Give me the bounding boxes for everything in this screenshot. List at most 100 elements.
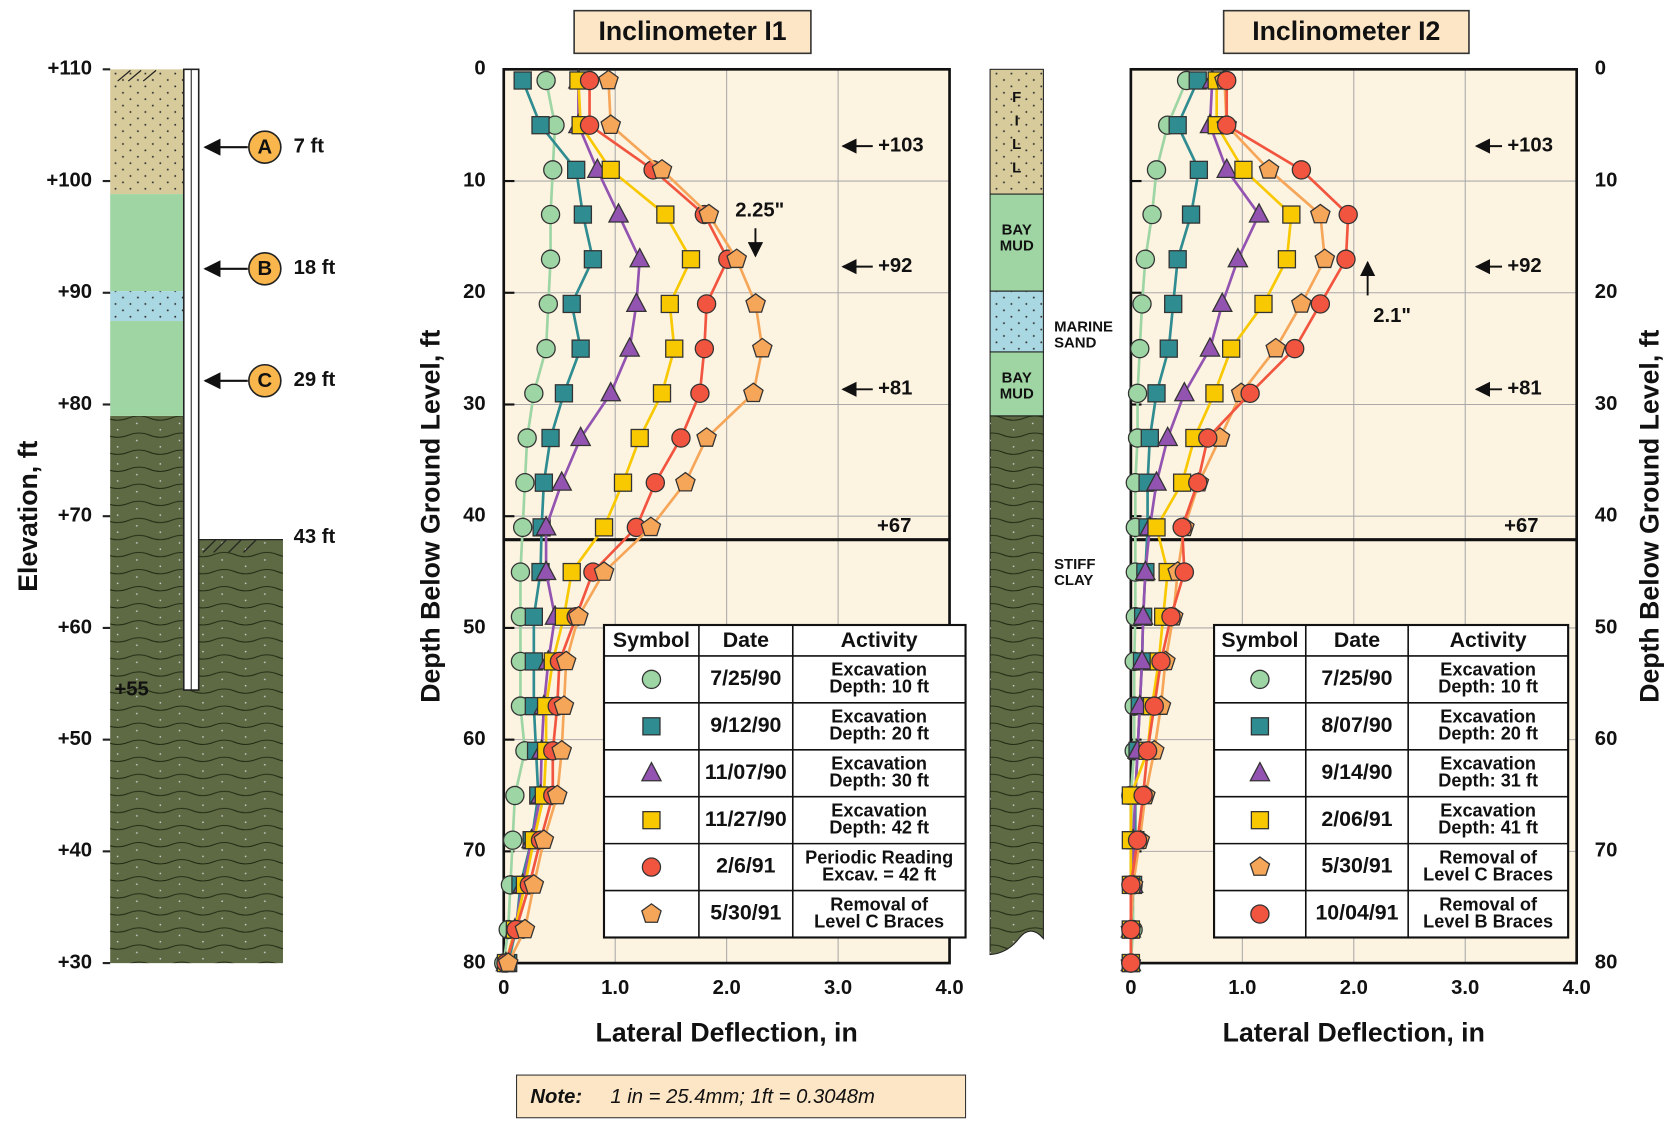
- fill-texture: [110, 69, 184, 194]
- y-tick-label: 80: [463, 951, 486, 973]
- data-point: [572, 340, 589, 357]
- elevation-label: +40: [58, 840, 92, 862]
- marker-letter: B: [258, 258, 273, 280]
- y-tick-label: 0: [1595, 58, 1606, 80]
- soil-label: F: [1012, 89, 1021, 106]
- y-tick-label: 50: [463, 616, 486, 638]
- legend-header: Date: [723, 628, 769, 652]
- legend-date: 2/6/91: [716, 854, 775, 878]
- data-point: [580, 116, 598, 134]
- data-point: [1278, 251, 1295, 268]
- data-point: [1206, 385, 1223, 402]
- soil-label: SAND: [1054, 334, 1097, 351]
- x-tick-label: 1.0: [1228, 977, 1256, 999]
- x-tick-label: 3.0: [824, 977, 852, 999]
- x-tick-label: 2.0: [1340, 977, 1368, 999]
- x-axis-title: Lateral Deflection, in: [596, 1018, 858, 1048]
- data-point: [504, 831, 522, 849]
- sand-texture: [110, 291, 184, 321]
- legend-date: 10/04/91: [1315, 901, 1398, 925]
- sand-texture: [990, 291, 1043, 352]
- soil-label: CLAY: [1054, 572, 1093, 589]
- data-point: [1160, 340, 1177, 357]
- data-point: [682, 251, 699, 268]
- note-text: 1 in = 25.4mm; 1ft = 0.3048m: [610, 1086, 875, 1108]
- data-point: [514, 72, 531, 89]
- data-point: [1223, 340, 1240, 357]
- data-point: [1337, 250, 1355, 268]
- legend-activity: Depth: 20 ft: [829, 724, 929, 744]
- data-point: [1141, 429, 1158, 446]
- annotation: +81: [1507, 378, 1541, 400]
- elevation-label: +30: [58, 951, 92, 973]
- elevation-label: +70: [58, 505, 92, 527]
- annotation: +67: [1504, 515, 1538, 537]
- legend-header: Symbol: [613, 628, 690, 652]
- marker-depth: 7 ft: [294, 136, 325, 158]
- data-point: [1339, 205, 1357, 223]
- data-point: [1128, 384, 1146, 402]
- data-point: [1145, 697, 1163, 715]
- data-point: [574, 206, 591, 223]
- legend-header: Activity: [1450, 628, 1527, 652]
- legend-activity: Depth: 31 ft: [1438, 771, 1538, 791]
- legend-date: 11/27/90: [705, 807, 787, 831]
- data-point: [602, 161, 619, 178]
- y-axis-title: Depth Below Ground Level, ft: [415, 329, 445, 702]
- annotation: 2.25": [735, 200, 784, 222]
- annotation: +92: [1507, 255, 1541, 277]
- data-point: [1218, 71, 1236, 89]
- marker-depth: 29 ft: [294, 369, 336, 391]
- data-point: [541, 205, 559, 223]
- data-point: [691, 384, 709, 402]
- y-axis-title: Elevation, ft: [13, 441, 43, 592]
- data-point: [1136, 250, 1154, 268]
- chart-title: Inclinometer I2: [1252, 16, 1440, 46]
- legend-date: 2/06/91: [1321, 807, 1392, 831]
- data-point: [1173, 518, 1191, 536]
- legend-symbol: [1251, 718, 1268, 735]
- data-point: [542, 429, 559, 446]
- legend-activity: Depth: 10 ft: [1438, 677, 1538, 697]
- figure: Elevation, ft 43 ft +55 Note: 1 in = 25.…: [0, 0, 1673, 1122]
- annotation: 2.1": [1373, 305, 1411, 327]
- data-point: [1162, 608, 1180, 626]
- data-point: [1139, 742, 1157, 760]
- data-point: [614, 474, 631, 491]
- data-point: [518, 429, 536, 447]
- data-point: [657, 206, 674, 223]
- elevation-label: +90: [58, 281, 92, 303]
- data-point: [563, 564, 580, 581]
- clay-texture: [990, 416, 1043, 955]
- data-point: [695, 340, 713, 358]
- y-tick-label: 60: [463, 728, 486, 750]
- x-tick-label: 4.0: [1563, 977, 1591, 999]
- x-tick-label: 3.0: [1451, 977, 1479, 999]
- legend-date: 5/30/91: [710, 901, 781, 925]
- y-tick-label: 50: [1595, 616, 1618, 638]
- data-point: [537, 71, 555, 89]
- legend-header: Symbol: [1221, 628, 1298, 652]
- legend-date: 9/12/90: [710, 713, 781, 737]
- legend-header: Activity: [841, 628, 918, 652]
- data-point: [1128, 831, 1146, 849]
- data-point: [584, 251, 601, 268]
- y-tick-label: 40: [1595, 505, 1618, 527]
- y-tick-label: 40: [463, 505, 486, 527]
- soil-label: MARINE: [1054, 318, 1113, 335]
- data-point: [1255, 295, 1272, 312]
- y-tick-label: 30: [463, 393, 486, 415]
- legend-date: 11/07/90: [705, 760, 787, 784]
- soil-label: MUD: [1000, 237, 1034, 254]
- data-point: [1283, 206, 1300, 223]
- data-point: [516, 474, 534, 492]
- data-point: [555, 385, 572, 402]
- data-point: [537, 340, 555, 358]
- data-point: [1148, 385, 1165, 402]
- annotation: +103: [878, 134, 924, 156]
- y-tick-label: 70: [463, 840, 486, 862]
- legend-symbol: [642, 670, 660, 688]
- soil-column: [990, 69, 1043, 954]
- soil-label: L: [1012, 136, 1021, 153]
- elevation-label: +80: [58, 393, 92, 415]
